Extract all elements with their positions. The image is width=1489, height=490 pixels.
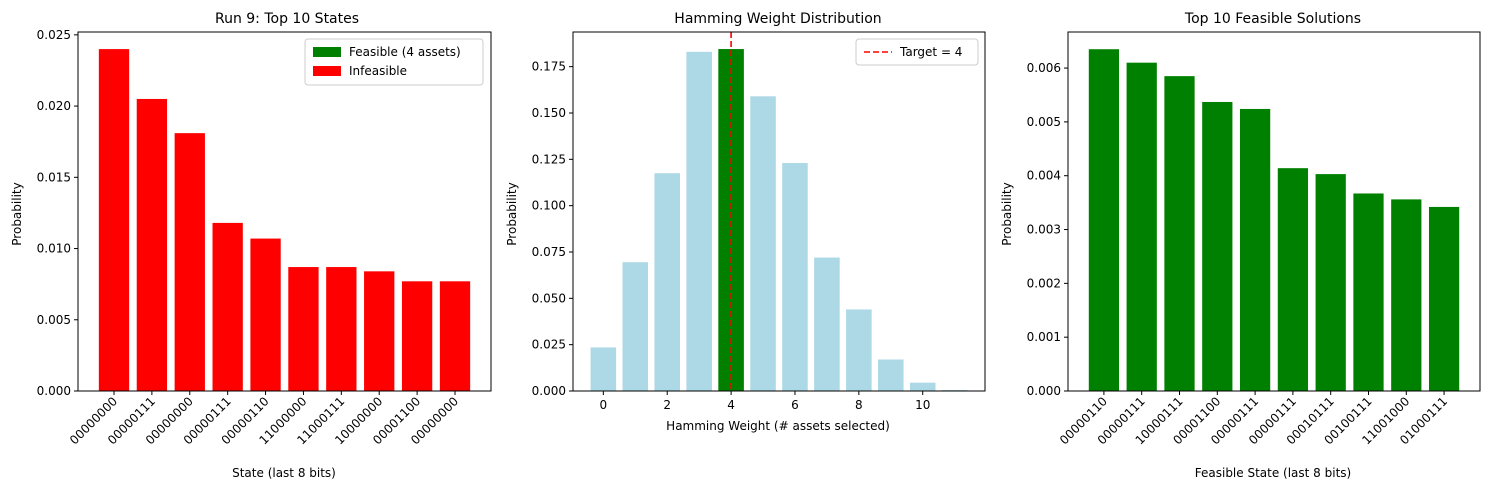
y-tick-label: 0.050 [532, 291, 566, 305]
legend-box [855, 38, 979, 66]
bar [288, 267, 319, 391]
y-tick-label: 0.025 [37, 28, 71, 42]
bar [1239, 108, 1271, 392]
bar [750, 96, 776, 391]
y-tick-label: 0.004 [1027, 169, 1061, 183]
bar [878, 359, 904, 391]
x-axis-label: Hamming Weight (# assets selected) [666, 419, 890, 433]
x-axis-label: Feasible State (last 8 bits) [1195, 466, 1351, 480]
legend-box [304, 38, 484, 86]
bar [1088, 49, 1120, 391]
bar [401, 281, 433, 391]
legend: Feasible (4 assets) Infeasible [304, 38, 484, 86]
y-tick-label: 0.075 [532, 245, 566, 259]
legend: Target = 4 [855, 38, 979, 66]
panel-title: Hamming Weight Distribution [674, 11, 881, 27]
y-tick-label: 0.000 [532, 384, 566, 398]
legend-label: Infeasible [349, 64, 407, 78]
bar [136, 98, 168, 391]
y-tick-label: 0.125 [532, 152, 566, 166]
legend-label: Feasible (4 assets) [349, 45, 461, 59]
y-tick-label: 0.000 [1027, 384, 1061, 398]
y-tick-label: 0.002 [1027, 276, 1061, 290]
y-axis-label: Probability [10, 182, 24, 245]
y-tick-label: 0.000 [37, 384, 71, 398]
y-tick-label: 0.100 [532, 199, 566, 213]
bar [1277, 168, 1309, 391]
panel-feasible-solutions: Top 10 Feasible Solutions Feasible State… [1000, 11, 1481, 480]
x-tick-label: 2 [663, 398, 671, 412]
bar [98, 49, 130, 391]
bar [174, 133, 205, 391]
bar [1391, 199, 1422, 391]
bar [212, 222, 243, 391]
y-tick-label: 0.150 [532, 106, 566, 120]
panel-top-states: Run 9: Top 10 States State (last 8 bits)… [10, 11, 492, 480]
y-tick-label: 0.006 [1027, 61, 1061, 75]
y-tick-label: 0.015 [37, 170, 71, 184]
bar [364, 271, 395, 391]
panel-title: Run 9: Top 10 States [215, 11, 359, 27]
axes-frame [77, 31, 492, 392]
y-tick-label: 0.005 [37, 313, 71, 327]
x-tick-label: 0 [600, 398, 608, 412]
axes-frame [1067, 31, 1481, 392]
bar [1202, 101, 1233, 391]
panel-hamming-weight: Hamming Weight Distribution Hamming Weig… [505, 11, 986, 433]
bar [782, 163, 808, 391]
axes-frame [572, 31, 986, 392]
x-axis-label: State (last 8 bits) [232, 466, 336, 480]
bar [846, 309, 872, 391]
x-tick-label: 6 [791, 398, 799, 412]
bar [1353, 193, 1384, 391]
bar [590, 347, 617, 391]
x-tick-label: 8 [855, 398, 863, 412]
y-axis-label: Probability [1000, 182, 1014, 245]
bar [654, 173, 680, 391]
x-tick-label: 4 [727, 398, 735, 412]
y-tick-label: 0.001 [1027, 330, 1061, 344]
y-axis-label: Probability [505, 182, 519, 245]
bar [622, 262, 649, 391]
y-tick-label: 0.003 [1027, 223, 1061, 237]
bar [1315, 174, 1346, 391]
bar [439, 281, 471, 391]
legend-label: Target = 4 [899, 45, 962, 59]
bar [250, 238, 281, 391]
panel-title: Top 10 Feasible Solutions [1184, 11, 1361, 27]
bar [326, 267, 357, 391]
bar [686, 51, 712, 392]
bar [1164, 76, 1195, 391]
legend-swatch [313, 47, 341, 57]
y-tick-label: 0.010 [37, 242, 71, 256]
bar [909, 382, 936, 391]
y-tick-label: 0.175 [532, 60, 566, 74]
x-tick-label: 10 [915, 398, 930, 412]
legend-swatch [313, 66, 341, 76]
y-tick-label: 0.020 [37, 99, 71, 113]
bar [814, 257, 840, 391]
y-tick-label: 0.005 [1027, 115, 1061, 129]
y-tick-label: 0.025 [532, 338, 566, 352]
bar [1428, 206, 1460, 391]
bar [1126, 62, 1157, 391]
